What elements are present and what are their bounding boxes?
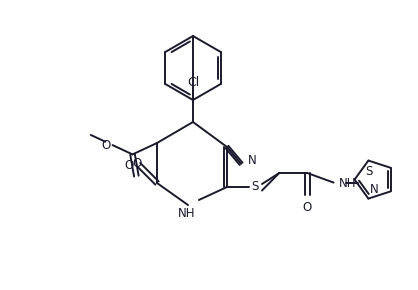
Text: O: O [133, 157, 142, 170]
Text: O: O [125, 159, 134, 172]
Text: O: O [101, 139, 111, 152]
Text: Cl: Cl [187, 77, 199, 90]
Text: NH: NH [178, 207, 196, 220]
Text: S: S [251, 180, 259, 193]
Text: N: N [248, 154, 257, 167]
Text: O: O [303, 201, 312, 214]
Text: N: N [370, 183, 378, 195]
Text: S: S [366, 164, 373, 177]
Text: NH: NH [339, 177, 356, 190]
